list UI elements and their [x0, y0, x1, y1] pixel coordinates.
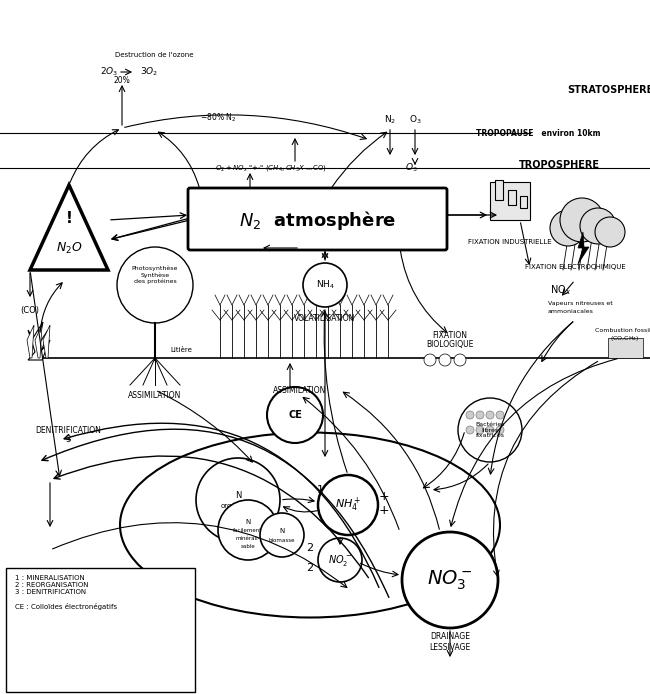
Text: biomasse: biomasse: [268, 537, 295, 543]
Text: $O_3$: $O_3$: [405, 162, 417, 174]
Text: Photosynthèse
Synthèse
des protéines: Photosynthèse Synthèse des protéines: [132, 266, 178, 284]
Circle shape: [117, 247, 193, 323]
Text: O$_3$: O$_3$: [409, 114, 421, 126]
Text: FIXATION: FIXATION: [432, 330, 467, 339]
Circle shape: [424, 354, 436, 366]
Circle shape: [318, 475, 378, 535]
Circle shape: [318, 538, 362, 582]
Text: sable: sable: [240, 543, 255, 548]
FancyBboxPatch shape: [6, 568, 195, 692]
Circle shape: [196, 458, 280, 542]
Circle shape: [454, 354, 466, 366]
Bar: [495, 180, 503, 200]
Polygon shape: [30, 185, 108, 270]
Bar: [508, 190, 516, 205]
Text: Litière: Litière: [170, 347, 192, 353]
Circle shape: [486, 411, 494, 419]
Text: facilement: facilement: [233, 527, 263, 532]
Text: 1 : MINERALISATION
2 : REORGANISATION
3 : DENITRIFICATION

CE : Colloïdes électr: 1 : MINERALISATION 2 : REORGANISATION 3 …: [15, 575, 117, 610]
Text: TROPOSPHERE: TROPOSPHERE: [519, 160, 600, 170]
Text: FIXATION ELECTROCHIMIQUE: FIXATION ELECTROCHIMIQUE: [525, 264, 625, 270]
Text: VOLATILISATION: VOLATILISATION: [294, 314, 356, 323]
Text: Vapeurs nitreuses et: Vapeurs nitreuses et: [548, 301, 613, 305]
Text: Combustion fossile: Combustion fossile: [595, 328, 650, 332]
Text: N$_2$: N$_2$: [384, 114, 396, 126]
Text: 2: 2: [306, 543, 313, 553]
Ellipse shape: [120, 432, 500, 618]
Polygon shape: [28, 322, 50, 360]
Circle shape: [550, 210, 586, 246]
Polygon shape: [35, 325, 42, 358]
Text: minérali-: minérali-: [236, 536, 260, 541]
Circle shape: [267, 387, 323, 443]
Circle shape: [303, 263, 347, 307]
Text: Bactéries
libres
fixatrices: Bactéries libres fixatrices: [475, 422, 505, 439]
Text: 1: 1: [317, 485, 324, 495]
Circle shape: [496, 411, 504, 419]
Circle shape: [260, 513, 304, 557]
Text: $NO_2^-$: $NO_2^-$: [328, 552, 352, 568]
Text: N: N: [235, 491, 241, 500]
Text: +: +: [379, 505, 389, 518]
Text: organique: organique: [220, 503, 255, 509]
Text: NH$_4$: NH$_4$: [315, 279, 335, 291]
Circle shape: [486, 426, 494, 434]
Text: $NH_4^+$: $NH_4^+$: [335, 496, 361, 514]
Polygon shape: [578, 232, 589, 264]
Circle shape: [458, 398, 522, 462]
Circle shape: [476, 411, 484, 419]
Text: NO$_x$: NO$_x$: [550, 283, 571, 297]
Text: +: +: [379, 491, 389, 504]
Text: STRATOSPHERE: STRATOSPHERE: [567, 85, 650, 95]
Text: DENITRIFICATION: DENITRIFICATION: [35, 425, 101, 434]
Text: BIOLOGIQUE: BIOLOGIQUE: [426, 339, 474, 348]
Text: 3: 3: [65, 436, 71, 444]
Text: N: N: [246, 519, 251, 525]
Text: ASSIMILATION: ASSIMILATION: [273, 385, 327, 394]
Text: $-$80% N$_2$: $-$80% N$_2$: [200, 112, 237, 124]
Text: $N_2O$: $N_2O$: [56, 240, 83, 255]
Circle shape: [218, 500, 278, 560]
Text: (CO): (CO): [21, 305, 40, 314]
Circle shape: [402, 532, 498, 628]
Circle shape: [580, 208, 616, 244]
Text: FIXATION INDUSTRIELLE: FIXATION INDUSTRIELLE: [468, 239, 552, 245]
Circle shape: [560, 198, 604, 242]
Circle shape: [496, 426, 504, 434]
Bar: [520, 196, 527, 208]
Text: ammoniacales: ammoniacales: [548, 309, 594, 314]
Circle shape: [476, 426, 484, 434]
Text: ASSIMILATION: ASSIMILATION: [128, 391, 182, 400]
Circle shape: [466, 426, 474, 434]
Bar: [608, 338, 643, 358]
Circle shape: [595, 217, 625, 247]
Circle shape: [439, 354, 451, 366]
Bar: [490, 182, 530, 220]
Text: TROPOPAUSE   environ 10km: TROPOPAUSE environ 10km: [476, 128, 600, 137]
Text: $O_2 + NO_x$ "+$\cdot$" $(CH_4, CH_3X$ ...CO): $O_2 + NO_x$ "+$\cdot$" $(CH_4, CH_3X$ .…: [215, 163, 327, 173]
Text: CE: CE: [288, 410, 302, 420]
Text: $2O_3$: $2O_3$: [100, 66, 118, 78]
Text: N: N: [280, 528, 285, 534]
Text: 20%: 20%: [114, 76, 131, 85]
Text: DRAINAGE
LESSIVAGE: DRAINAGE LESSIVAGE: [430, 632, 471, 652]
Polygon shape: [27, 325, 34, 358]
Text: 2: 2: [306, 563, 313, 573]
Polygon shape: [43, 325, 50, 358]
Text: Destruction de l'ozone: Destruction de l'ozone: [115, 52, 194, 58]
Text: $NO_3^-$: $NO_3^-$: [427, 568, 473, 592]
Text: !: !: [66, 210, 72, 226]
FancyBboxPatch shape: [188, 188, 447, 250]
Text: $N_2$  atmosphère: $N_2$ atmosphère: [239, 208, 396, 232]
Circle shape: [466, 411, 474, 419]
Text: (CO,CH$_4$): (CO,CH$_4$): [610, 334, 640, 343]
Text: $3O_2$: $3O_2$: [140, 66, 158, 78]
